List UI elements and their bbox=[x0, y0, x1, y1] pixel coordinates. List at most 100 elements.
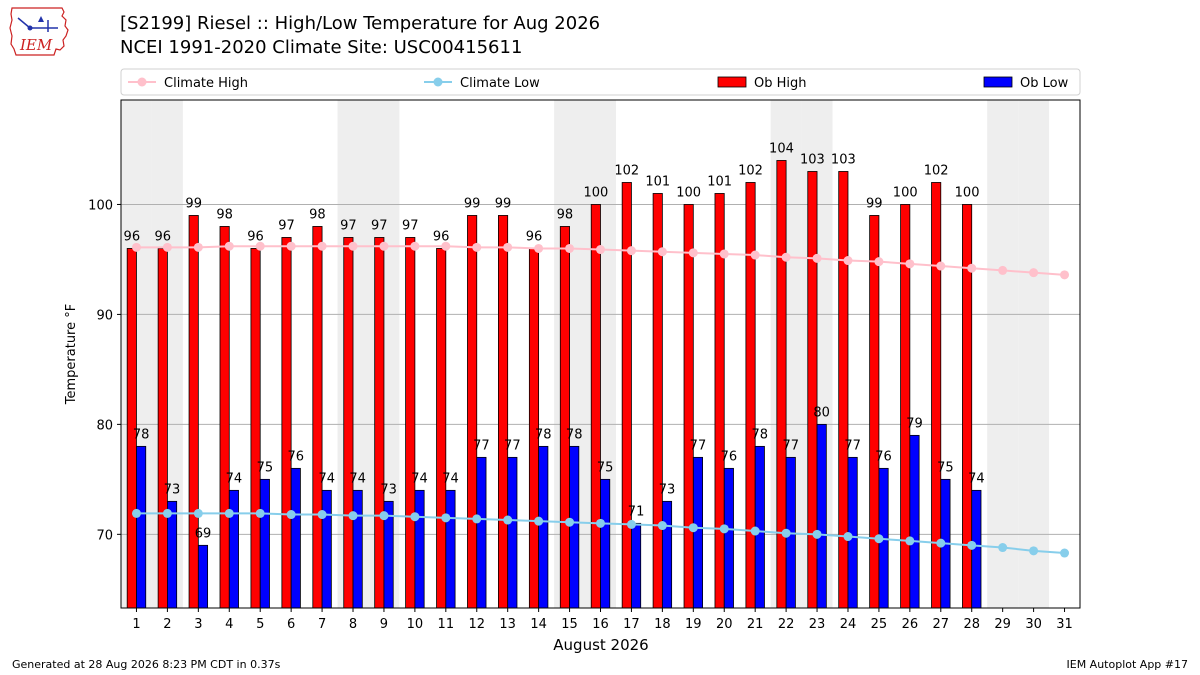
ob-low-label: 69 bbox=[195, 526, 212, 541]
climate-high-point bbox=[472, 242, 482, 252]
climate-low-point bbox=[224, 508, 234, 518]
ob-high-bar bbox=[219, 226, 230, 609]
climate-high-point bbox=[286, 241, 296, 251]
x-tick-label: 20 bbox=[716, 617, 733, 632]
ob-low-label: 77 bbox=[690, 438, 707, 453]
ob-low-label: 76 bbox=[288, 449, 305, 464]
climate-high-point bbox=[843, 256, 853, 266]
ob-low-label: 71 bbox=[628, 504, 645, 519]
climate-low-point bbox=[626, 519, 636, 529]
ob-low-bar bbox=[723, 467, 734, 609]
x-axis-label: August 2026 bbox=[553, 636, 648, 654]
ob-high-label: 97 bbox=[340, 218, 357, 233]
ob-high-label: 98 bbox=[557, 207, 574, 222]
ob-low-label: 74 bbox=[442, 471, 459, 486]
climate-high-point bbox=[441, 241, 451, 251]
climate-low-point bbox=[750, 526, 760, 536]
climate-high-point bbox=[781, 252, 791, 262]
ob-high-label: 99 bbox=[464, 196, 481, 211]
climate-low-point bbox=[534, 516, 544, 526]
climate-high-point bbox=[719, 249, 729, 259]
ob-high-label: 97 bbox=[371, 218, 388, 233]
ob-low-label: 78 bbox=[535, 427, 552, 442]
climate-low-point bbox=[255, 508, 265, 518]
climate-low-point bbox=[719, 524, 729, 534]
ob-low-label: 73 bbox=[380, 482, 397, 497]
climate-low-point bbox=[410, 512, 420, 522]
climate-low-point bbox=[286, 510, 296, 520]
climate-high-point bbox=[998, 265, 1008, 275]
x-tick-label: 29 bbox=[994, 617, 1011, 632]
y-tick-label: 80 bbox=[96, 418, 113, 433]
climate-high-point bbox=[255, 241, 265, 251]
ob-high-label: 101 bbox=[645, 174, 670, 189]
bar-series bbox=[126, 160, 982, 609]
x-tick-label: 21 bbox=[747, 617, 764, 632]
climate-low-point bbox=[967, 540, 977, 550]
climate-high-point bbox=[565, 243, 575, 253]
climate-low-point bbox=[565, 517, 575, 527]
ob-high-bar bbox=[590, 204, 601, 609]
climate-high-point bbox=[193, 242, 203, 252]
x-tick-label: 22 bbox=[778, 617, 795, 632]
ob-high-bar bbox=[436, 248, 447, 609]
climate-low-point bbox=[1029, 546, 1039, 556]
y-axis-label: Temperature °F bbox=[64, 304, 79, 405]
ob-low-bar bbox=[507, 456, 518, 609]
ob-high-bar bbox=[745, 182, 756, 609]
legend-box bbox=[120, 68, 1081, 96]
x-tick-label: 6 bbox=[287, 617, 295, 632]
ob-low-label: 73 bbox=[659, 482, 676, 497]
ob-high-bar bbox=[188, 215, 199, 609]
y-tick-label: 70 bbox=[96, 528, 113, 543]
ob-high-label: 102 bbox=[924, 163, 949, 178]
climate-low-point bbox=[781, 528, 791, 538]
x-tick-label: 24 bbox=[840, 617, 857, 632]
climate-high-point bbox=[503, 242, 513, 252]
ob-high-label: 99 bbox=[866, 196, 883, 211]
climate-high-point bbox=[688, 248, 698, 258]
ob-low-label: 79 bbox=[906, 416, 923, 431]
ob-low-label: 75 bbox=[257, 460, 274, 475]
generated-timestamp: Generated at 28 Aug 2026 8:23 PM CDT in … bbox=[12, 658, 281, 671]
climate-high-point bbox=[874, 257, 884, 267]
ob-low-bar bbox=[352, 489, 363, 609]
ob-low-bar bbox=[136, 445, 147, 609]
ob-low-label: 78 bbox=[566, 427, 583, 442]
ob-high-bar bbox=[559, 226, 570, 609]
ob-high-bar bbox=[250, 248, 261, 609]
ob-low-label: 74 bbox=[968, 471, 985, 486]
data-labels: 96 96 99 98 96 97 98 97 97 97 96 99 99 96 98 100 102 101 1… bbox=[124, 141, 985, 541]
climate-high-point bbox=[967, 263, 977, 273]
climate-low-point bbox=[472, 514, 482, 524]
ob-high-label: 97 bbox=[278, 218, 295, 233]
ob-low-label: 74 bbox=[318, 471, 335, 486]
climate-low-point bbox=[596, 518, 605, 528]
ob-low-bar bbox=[909, 434, 920, 609]
x-tick-label: 25 bbox=[871, 617, 888, 632]
ob-high-legend-label: Ob High bbox=[754, 76, 807, 91]
page-subtitle: NCEI 1991-2020 Climate Site: USC00415611 bbox=[120, 37, 523, 58]
ob-low-bar bbox=[600, 478, 611, 609]
ob-low-label: 74 bbox=[226, 471, 243, 486]
climate-lines bbox=[131, 241, 1070, 558]
ob-low-label: 77 bbox=[473, 438, 490, 453]
iem-logo: IEM bbox=[8, 6, 72, 58]
ob-low-label: 80 bbox=[813, 405, 830, 420]
ob-low-label: 74 bbox=[411, 471, 428, 486]
ob-high-label: 96 bbox=[247, 229, 264, 244]
climate-low-point bbox=[1060, 548, 1070, 558]
x-tick-label: 13 bbox=[499, 617, 516, 632]
x-tick-label: 11 bbox=[438, 617, 455, 632]
ob-low-bar bbox=[476, 456, 487, 609]
climate-high-point bbox=[657, 247, 667, 257]
ob-high-bar bbox=[807, 171, 818, 609]
ob-low-bar bbox=[290, 467, 301, 609]
ob-low-bar bbox=[631, 522, 642, 609]
ob-low-label: 78 bbox=[133, 427, 150, 442]
ob-high-label: 99 bbox=[185, 196, 202, 211]
ob-low-label: 75 bbox=[937, 460, 954, 475]
climate-high-point bbox=[750, 250, 760, 260]
